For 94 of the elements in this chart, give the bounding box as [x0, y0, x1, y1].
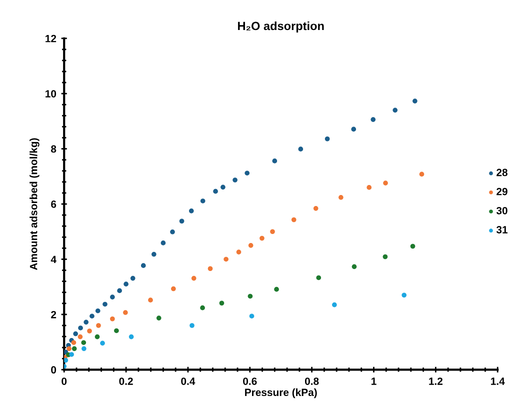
point [332, 302, 337, 308]
legend-label: 31 [496, 226, 508, 234]
point [402, 292, 407, 298]
point [148, 298, 153, 302]
point [270, 229, 275, 234]
point [244, 170, 250, 176]
point [71, 340, 76, 346]
point [298, 146, 304, 152]
point [351, 126, 356, 132]
point [412, 98, 418, 104]
point [140, 263, 146, 268]
point [78, 334, 83, 340]
point [208, 266, 213, 272]
point [291, 217, 296, 222]
point [128, 334, 134, 340]
x-tick-label: 1.2 [429, 378, 443, 385]
point [81, 340, 86, 346]
point [410, 244, 416, 249]
point [200, 305, 205, 310]
legend-label: 30 [496, 206, 508, 214]
point [64, 358, 68, 363]
point [110, 316, 115, 322]
point [96, 323, 101, 328]
point [352, 264, 357, 270]
point [392, 108, 398, 113]
point [313, 206, 318, 211]
point [171, 286, 176, 292]
point [82, 346, 86, 352]
point [249, 314, 254, 319]
point [95, 308, 100, 314]
point [110, 294, 115, 300]
point [419, 172, 424, 177]
y-tick-label: 10 [46, 90, 56, 98]
point [117, 288, 122, 294]
point [87, 328, 92, 334]
point [383, 180, 388, 186]
x-tick-label: 1.4 [491, 378, 505, 385]
y-tick-label: 0 [51, 366, 56, 374]
point [370, 117, 376, 122]
point [213, 188, 218, 194]
point [100, 340, 105, 346]
y-tick-label: 8 [51, 145, 56, 153]
point [190, 323, 194, 328]
legend-label: 28 [496, 168, 508, 176]
point [123, 310, 128, 315]
x-axis-title: Pressure (kPa) [245, 388, 317, 398]
point [324, 136, 330, 142]
legend-label: 29 [496, 188, 508, 196]
point [94, 334, 100, 340]
point [316, 275, 322, 280]
point [102, 302, 108, 307]
point [338, 194, 344, 200]
point [236, 250, 242, 254]
x-tick-label: 0.8 [305, 378, 319, 385]
chart-title: H₂O adsorption [238, 21, 324, 32]
point [219, 300, 224, 306]
point [69, 352, 74, 357]
point [170, 229, 175, 234]
point [366, 185, 372, 190]
y-axis-title: Amount adsorbed (mol/kg) [30, 138, 40, 270]
x-tick-label: 0.4 [181, 378, 196, 385]
point [220, 184, 226, 190]
point [72, 346, 77, 352]
point [114, 328, 119, 334]
point [179, 218, 184, 224]
point [124, 282, 128, 286]
point [260, 236, 264, 241]
x-tick-label: 1 [372, 378, 376, 385]
y-tick-label: 12 [46, 34, 56, 42]
point [274, 286, 279, 292]
point [73, 331, 78, 336]
point [248, 243, 254, 248]
point [200, 198, 206, 204]
point [382, 254, 388, 260]
point [232, 178, 238, 182]
y-tick-label: 2 [51, 310, 56, 318]
y-tick-label: 4 [50, 256, 56, 264]
point [84, 320, 89, 325]
x-tick-label: 0.2 [119, 378, 133, 385]
x-tick-label: 0 [62, 378, 67, 385]
point [160, 240, 166, 246]
point [90, 314, 94, 319]
point [188, 208, 194, 214]
point [78, 326, 83, 330]
point [248, 294, 253, 299]
x-tick-label: 0.6 [243, 378, 257, 385]
point [272, 158, 278, 164]
point [191, 276, 196, 281]
point [156, 316, 162, 320]
point [152, 252, 156, 257]
y-tick-label: 6 [51, 200, 56, 208]
point [224, 256, 228, 262]
point [66, 346, 72, 352]
point [130, 276, 136, 281]
